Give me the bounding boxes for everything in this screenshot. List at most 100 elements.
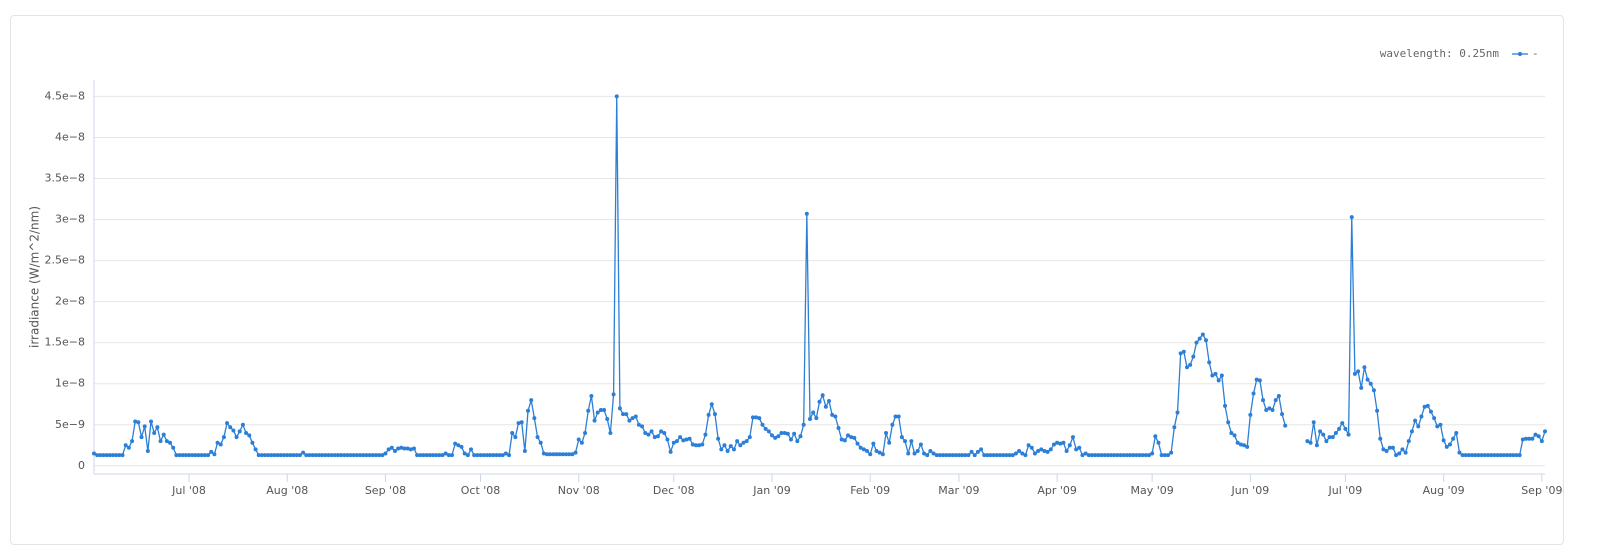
data-point (282, 453, 287, 458)
data-point (117, 453, 122, 458)
data-point (890, 422, 895, 427)
data-point (941, 453, 946, 458)
data-point (488, 453, 493, 458)
data-point (633, 414, 638, 419)
data-point (1001, 453, 1006, 458)
data-point (111, 453, 116, 458)
data-point (757, 416, 762, 421)
data-point (370, 453, 375, 458)
data-point (1032, 451, 1037, 456)
chart: irradiance (W/m^2/nm) 0 5e−9 1e−8 1.5e−8 2e−… (28, 47, 1563, 497)
data-point (598, 407, 603, 412)
data-point (1131, 453, 1136, 458)
data-point (785, 431, 790, 436)
data-point (1020, 451, 1025, 456)
data-point (773, 435, 778, 440)
data-point (120, 453, 125, 458)
data-point (1273, 398, 1278, 403)
legend-label: - (1532, 47, 1539, 60)
data-point (1096, 453, 1101, 458)
x-tick-label: Jul '09 (1328, 484, 1363, 497)
data-point (462, 451, 467, 456)
data-point (763, 426, 768, 431)
data-point (532, 416, 537, 421)
data-point (269, 453, 274, 458)
data-point (1333, 430, 1338, 435)
data-point (1276, 394, 1281, 399)
data-point (367, 453, 372, 458)
data-point (1232, 433, 1237, 438)
x-tick-label: Aug '08 (266, 484, 308, 497)
data-point (896, 414, 901, 419)
data-point (1428, 409, 1433, 414)
data-point (250, 440, 255, 445)
data-point (570, 452, 575, 457)
data-point (655, 434, 660, 439)
data-point (247, 433, 252, 438)
data-point (408, 447, 413, 452)
data-point (614, 94, 619, 99)
data-point (418, 453, 423, 458)
data-point (703, 432, 708, 437)
data-point (836, 426, 841, 431)
data-point (709, 402, 714, 407)
data-point (801, 422, 806, 427)
data-point (1447, 442, 1452, 447)
data-point (595, 410, 600, 415)
data-point (237, 429, 242, 434)
y-tick-label: 5e−9 (55, 418, 85, 431)
data-point (1533, 432, 1538, 437)
data-point (1425, 403, 1430, 408)
data-point (662, 430, 667, 435)
data-point (1070, 435, 1075, 440)
data-point (1479, 453, 1484, 458)
data-point (535, 435, 540, 440)
data-point (969, 449, 974, 454)
data-point (1403, 450, 1408, 455)
data-point (310, 453, 315, 458)
data-point (1207, 360, 1212, 365)
data-point (335, 453, 340, 458)
data-point (529, 398, 534, 403)
data-point (288, 453, 293, 458)
data-point (1254, 377, 1259, 382)
data-point (494, 453, 499, 458)
data-point (1248, 412, 1253, 417)
data-point (693, 443, 698, 448)
x-tick-label: Oct '08 (461, 484, 501, 497)
data-point (722, 443, 727, 448)
data-point (922, 451, 927, 456)
data-point (1204, 338, 1209, 343)
data-point (1359, 385, 1364, 390)
data-point (1394, 453, 1399, 458)
data-point (291, 453, 296, 458)
data-point (944, 453, 949, 458)
data-point (972, 453, 977, 458)
data-point (846, 433, 851, 438)
data-point (430, 453, 435, 458)
data-point (399, 445, 404, 450)
x-tick-label: Dec '08 (653, 484, 695, 497)
data-point (865, 449, 870, 454)
data-point (275, 453, 280, 458)
y-tick-label: 2e−8 (55, 295, 85, 308)
data-point (212, 452, 217, 457)
data-point (1536, 434, 1541, 439)
data-point (478, 453, 483, 458)
data-point (149, 419, 154, 424)
x-tick-label: May '09 (1131, 484, 1174, 497)
data-point (884, 430, 889, 435)
data-point (1346, 432, 1351, 437)
data-point (766, 429, 771, 434)
data-point (180, 453, 185, 458)
data-point (1127, 453, 1132, 458)
data-point (1093, 453, 1098, 458)
data-point (1080, 453, 1085, 458)
data-point (225, 421, 230, 426)
data-point (1318, 429, 1323, 434)
data-point (1280, 412, 1285, 417)
data-point (1476, 453, 1481, 458)
data-point (1454, 430, 1459, 435)
data-point (1498, 453, 1503, 458)
data-point (297, 453, 302, 458)
